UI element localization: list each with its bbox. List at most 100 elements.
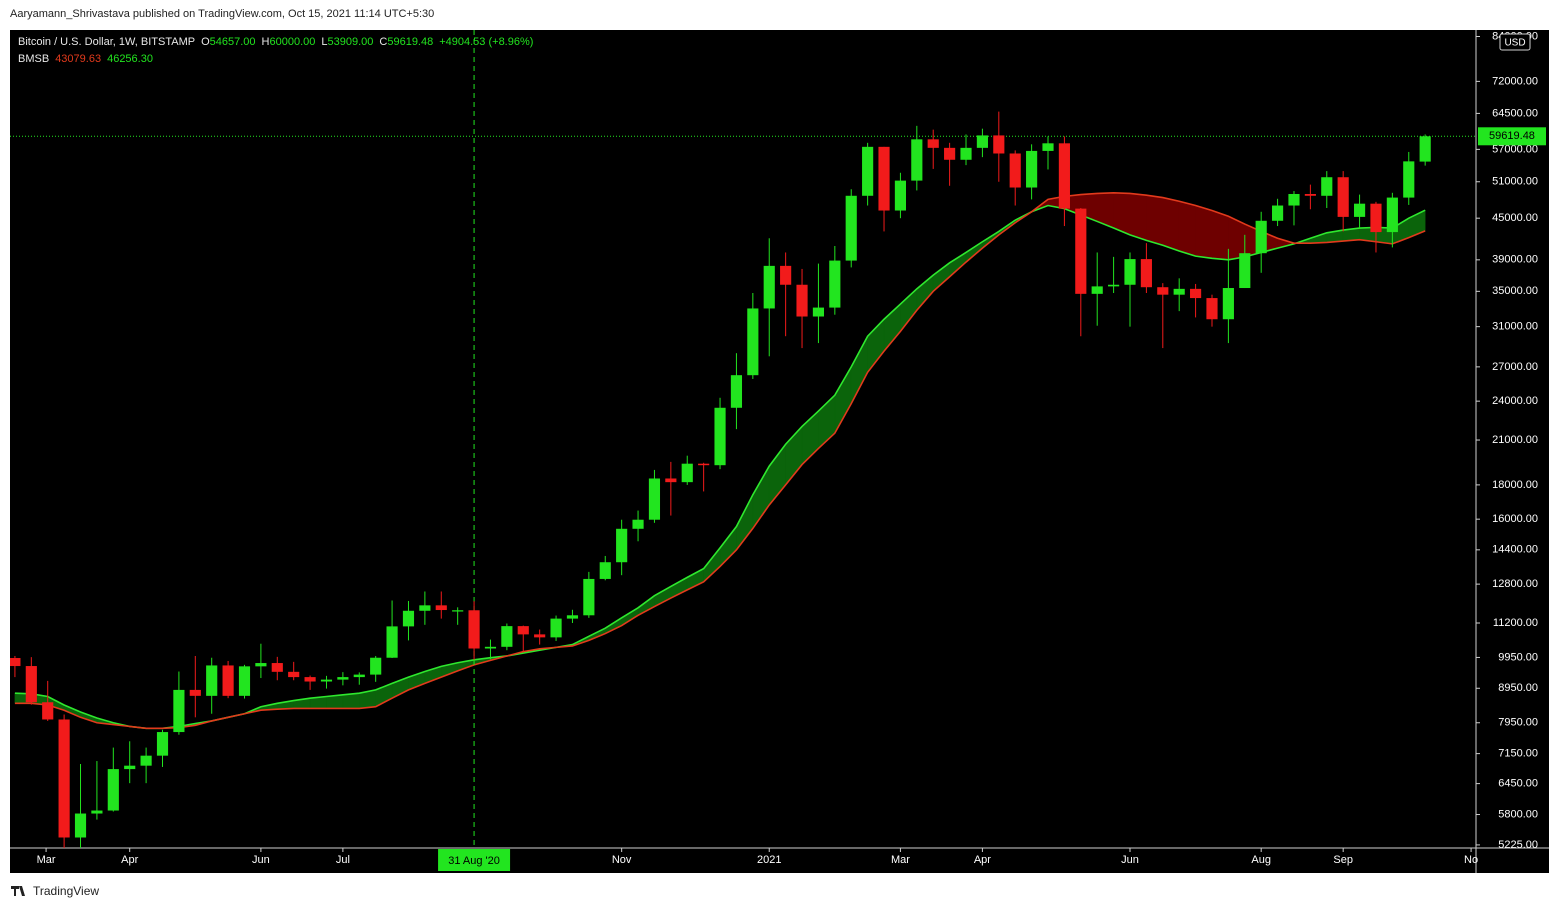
candle-body: [1304, 193, 1316, 196]
candle-body: [468, 610, 480, 649]
x-tick-label: Sep: [1333, 854, 1353, 866]
candle-body: [501, 626, 513, 647]
bmsb-line: [14, 204, 1426, 730]
x-tick-label: Aug: [1251, 854, 1271, 866]
ribbon-fill: [342, 692, 360, 709]
candle-body: [74, 813, 87, 838]
y-tick-label: 11200.00: [1493, 617, 1538, 629]
ribbon-fill: [1195, 205, 1213, 259]
y-tick-label: 18000.00: [1492, 479, 1538, 491]
candle-body: [993, 135, 1005, 154]
low-label: L: [321, 36, 327, 48]
y-tick-label: 64500.00: [1492, 107, 1538, 119]
candle-body: [484, 646, 497, 649]
x-tick-label: Jul: [336, 854, 350, 866]
candle-body: [1190, 288, 1202, 299]
candle-body: [337, 677, 349, 680]
candle-body: [107, 769, 119, 811]
candle-body: [1058, 143, 1070, 209]
candle-body: [1403, 161, 1415, 198]
candle-body: [173, 689, 185, 733]
candle-body: [1075, 208, 1087, 294]
candle-body: [419, 605, 431, 611]
candle-body: [452, 610, 464, 612]
x-tick-label: 2021: [757, 854, 781, 866]
y-tick-label: 12800.00: [1492, 578, 1538, 590]
candle-body: [156, 732, 169, 756]
candle-body: [829, 260, 841, 308]
candle-body: [845, 195, 857, 261]
x-tick-label: Mar: [37, 854, 56, 866]
y-tick-label: 57000.00: [1492, 143, 1538, 155]
candle-body: [1009, 153, 1021, 188]
candle-body: [632, 519, 644, 529]
candle-body: [1272, 205, 1284, 221]
candle-body: [747, 308, 759, 376]
candle-body: [534, 634, 546, 638]
candle-body: [648, 478, 661, 520]
candle-body: [812, 307, 825, 317]
currency[interactable]: USD: [1504, 38, 1525, 49]
candle-body: [1239, 253, 1251, 289]
ribbon-fill: [1146, 194, 1164, 246]
candle-body: [25, 666, 37, 703]
currency-button[interactable]: [1499, 33, 1531, 51]
x-tick-label: Nov: [612, 854, 632, 866]
candle-body: [976, 135, 988, 148]
candle-body: [1091, 286, 1103, 294]
candle-body: [1206, 298, 1218, 320]
candle-body: [42, 702, 54, 720]
symbol: Bitcoin / U.S. Dollar, 1W, BITSTAMP: [18, 36, 195, 48]
candle-body: [435, 605, 447, 611]
candle-body: [583, 578, 595, 616]
y-tick-label: 8950.00: [1498, 682, 1538, 694]
open-value: 54657.00: [210, 36, 256, 48]
candle-body: [1386, 197, 1398, 233]
candle-body: [780, 265, 792, 285]
y-tick-label: 7150.00: [1498, 748, 1538, 760]
y-tick-label: 72000.00: [1492, 75, 1538, 87]
bmsb-line: [14, 192, 1426, 730]
candle-body: [566, 615, 579, 619]
y-tick-label: 6450.00: [1498, 778, 1538, 790]
candle-body: [206, 665, 218, 696]
plot-area: [10, 30, 1476, 848]
candle-body: [271, 663, 283, 672]
candle-body: [599, 562, 611, 579]
legend-line: Bitcoin / U.S. Dollar, 1W, BITSTAMP O5465…: [18, 36, 533, 48]
low-value: 53909.00: [328, 36, 374, 48]
open-label: O: [201, 36, 210, 48]
last-price-label: 59619.48: [1489, 130, 1535, 142]
ribbon-fill: [1129, 193, 1147, 241]
candle-body: [1419, 136, 1431, 162]
y-tick-label: 21000.00: [1492, 434, 1538, 446]
crosshair-label-box: [438, 849, 511, 871]
y-tick-label: 31000.00: [1492, 321, 1538, 333]
y-tick-label: 7950.00: [1498, 717, 1538, 729]
candle-body: [10, 658, 21, 667]
candle-body: [140, 755, 152, 766]
candle-body: [1370, 203, 1382, 233]
candle-body: [255, 663, 267, 667]
ribbon-fill: [1162, 197, 1180, 252]
candle-body: [1140, 259, 1152, 288]
candle-body: [517, 626, 529, 635]
candle-body: [1353, 203, 1366, 217]
y-tick-label: 45000.00: [1492, 212, 1538, 224]
change: +4904.53 (+8.96%): [439, 36, 533, 48]
x-tick-label: No: [1464, 854, 1478, 866]
y-tick-label: 5225.00: [1498, 839, 1538, 851]
y-tick-label: 16000.00: [1492, 513, 1538, 525]
candle-body: [911, 139, 923, 181]
candle-body: [665, 478, 677, 483]
candle-body: [1337, 177, 1349, 217]
candle-body: [58, 719, 70, 838]
footer-logo: [11, 886, 25, 896]
high-value: 60000.00: [269, 36, 315, 48]
close-value: 59619.48: [387, 36, 433, 48]
candle-body: [878, 146, 890, 211]
candle-body: [1124, 259, 1136, 285]
candle-body: [320, 679, 333, 682]
y-tick-label: 39000.00: [1492, 254, 1538, 266]
y-tick-label: 9950.00: [1498, 651, 1538, 663]
